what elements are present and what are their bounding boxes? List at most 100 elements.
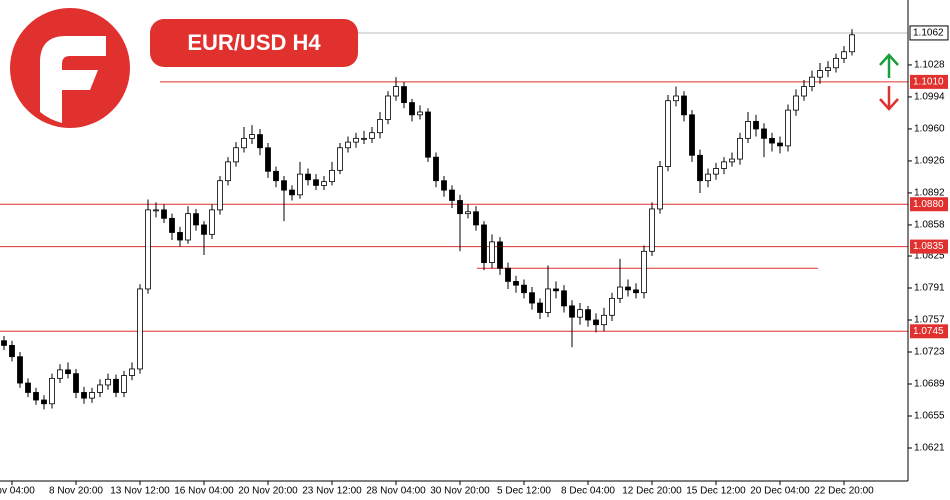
x-tick-label: 28 Nov 04:00 [366, 486, 426, 497]
candle-body [625, 286, 631, 291]
candle-body [649, 208, 655, 252]
x-tick-label: 8 Nov 20:00 [49, 486, 103, 497]
current-price-label: 1.1062 [913, 28, 944, 39]
candle-body [465, 211, 471, 215]
candle-body [737, 137, 743, 160]
candle-body [401, 86, 407, 103]
candle-body [833, 57, 839, 69]
candle-body [169, 217, 175, 233]
y-tick-label: 1.0621 [914, 443, 945, 454]
candle-body [25, 382, 31, 393]
candle-body [289, 189, 295, 196]
candle-body [393, 86, 399, 97]
x-tick-label: 5 Dec 12:00 [497, 486, 551, 497]
candle-body [73, 373, 79, 393]
x-tick-label: 12 Dec 20:00 [622, 486, 682, 497]
candle-body [433, 156, 439, 182]
y-tick-label: 1.0892 [914, 188, 945, 199]
candle-body [369, 132, 375, 139]
x-tick-label: 20 Dec 04:00 [750, 486, 810, 497]
candle-body [97, 384, 103, 393]
candle-body [497, 241, 503, 269]
y-tick-label: 1.0825 [914, 251, 945, 262]
candle-body [329, 169, 335, 183]
level-label: 1.0880 [913, 199, 944, 210]
x-tick-label: 23 Nov 12:00 [302, 486, 362, 497]
candle-body [753, 121, 759, 130]
y-tick-label: 1.0960 [914, 124, 945, 135]
candle-body [257, 134, 263, 149]
candle-body [217, 180, 223, 211]
candle-body [681, 95, 687, 116]
candle-body [801, 86, 807, 97]
level-label-box [910, 74, 948, 89]
x-tick-label: 8 Dec 04:00 [561, 486, 615, 497]
candle-body [457, 200, 463, 215]
logo [10, 8, 130, 128]
level-label: 1.0745 [913, 326, 944, 337]
candle-body [745, 121, 751, 139]
candle-body [353, 137, 359, 143]
candle-body [321, 181, 327, 186]
candle-body [793, 95, 799, 111]
candle-body [33, 392, 39, 401]
candle-body [57, 369, 63, 379]
candle-body [449, 189, 455, 201]
candle-body [233, 147, 239, 163]
y-tick-label: 1.1028 [914, 60, 945, 71]
candle-body [617, 286, 623, 299]
candle-body [713, 168, 719, 175]
candle-body [161, 209, 167, 219]
level-label-box [910, 239, 948, 254]
x-tick-label: 20 Nov 20:00 [238, 486, 298, 497]
chart-title: EUR/USD H4 [187, 30, 321, 55]
candle-body [729, 158, 735, 163]
candle-body [825, 67, 831, 71]
x-tick-label: 22 Dec 20:00 [814, 486, 874, 497]
candle-body [673, 95, 679, 102]
y-tick-label: 1.0655 [914, 411, 945, 422]
candle-body [137, 288, 143, 370]
candle-body [281, 180, 287, 191]
y-tick-label: 1.0723 [914, 347, 945, 358]
candle-body [641, 250, 647, 294]
y-tick-label: 1.0689 [914, 379, 945, 390]
candle-body [377, 119, 383, 134]
candle-body [689, 114, 695, 156]
candle-body [721, 161, 727, 169]
x-tick-label: 13 Nov 12:00 [110, 486, 170, 497]
candle-body [593, 319, 599, 326]
candle-body [417, 111, 423, 116]
candle-body [337, 147, 343, 171]
candle-body [105, 378, 111, 386]
current-price-box [909, 25, 949, 41]
candle-body [521, 284, 527, 294]
candle-body [81, 392, 87, 399]
candle-body [177, 232, 183, 241]
candle-body [153, 209, 159, 212]
candle-body [489, 241, 495, 263]
candle-body [297, 173, 303, 196]
candle-body [769, 137, 775, 144]
candle-body [49, 377, 55, 405]
y-tick-label: 1.0858 [914, 220, 945, 231]
candle-body [409, 102, 415, 116]
candle-body [249, 134, 255, 139]
candle-body [265, 147, 271, 172]
candle-body [441, 180, 447, 191]
title-badge [150, 19, 358, 67]
x-tick-label: 30 Nov 20:00 [430, 486, 490, 497]
candle-body [1, 340, 7, 346]
level-label-box [910, 324, 948, 339]
candle-body [129, 368, 135, 376]
candle-body [361, 137, 367, 140]
candle-body [313, 179, 319, 186]
candle-body [809, 76, 815, 87]
candle-body [841, 51, 847, 59]
candle-body [481, 224, 487, 263]
candle-body [585, 309, 591, 321]
candle-body [761, 128, 767, 139]
candle-body [777, 142, 783, 147]
